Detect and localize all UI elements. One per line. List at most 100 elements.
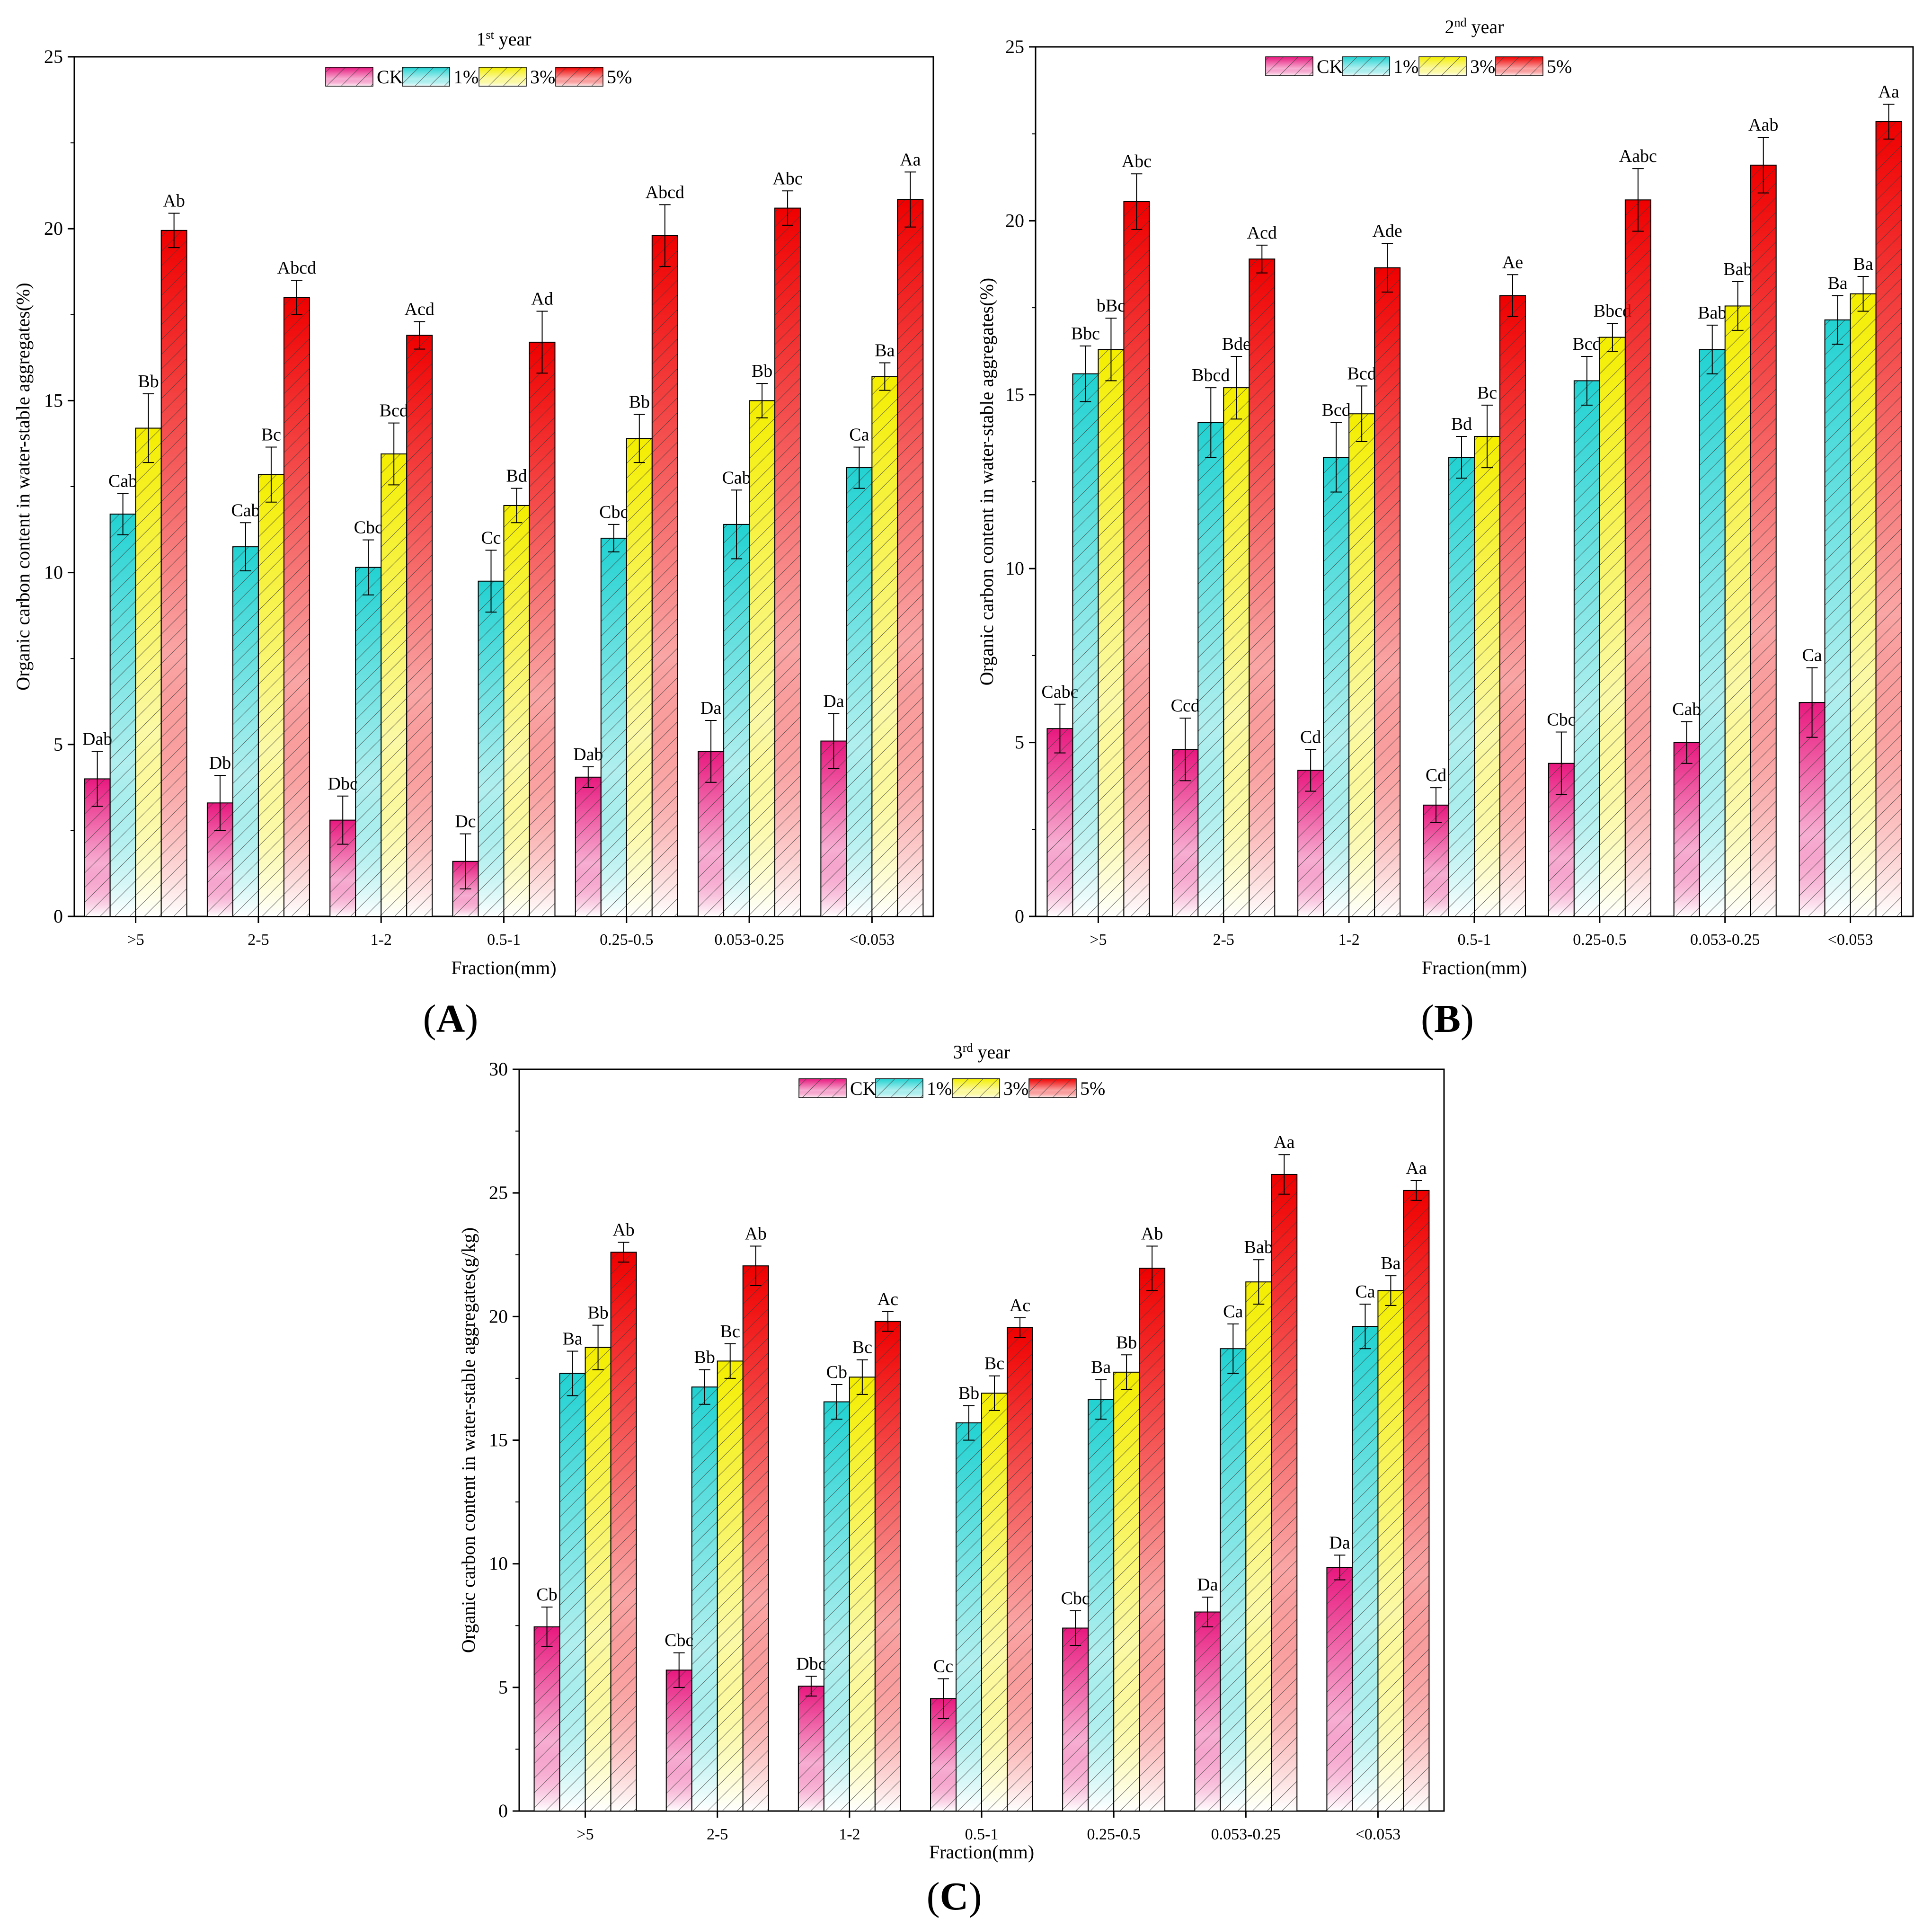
legend-swatch-hatch-1p [402,67,450,87]
bar-hatch-1p [1824,319,1851,917]
bar-hatch-5p [897,199,924,917]
significance-label: Cab [108,471,137,491]
x-tick-label: 2-5 [707,1826,728,1843]
bar-hatch-5p [1624,199,1651,917]
significance-label: Bcd [1322,400,1351,420]
significance-label: Bcd [1347,364,1376,383]
x-tick-label: 1-2 [371,931,392,949]
x-tick-label: <0.053 [1356,1826,1401,1843]
significance-label: Cd [1426,765,1446,785]
significance-label: Bbcd [1192,365,1230,385]
bar-hatch-1p [723,524,750,917]
significance-label: Ac [1010,1296,1030,1315]
significance-label: Bb [1116,1332,1137,1352]
bar-hatch-1p [1197,422,1224,917]
significance-label: Bab [1698,303,1727,323]
bar-hatch-3p [503,505,530,917]
significance-label: Dbc [328,774,358,794]
legend-label: 3% [1003,1078,1028,1099]
y-tick-label: 20 [1005,210,1024,231]
significance-label: Ca [1802,646,1822,666]
bar-hatch-5p [1499,295,1526,917]
bar-hatch-1p [823,1401,850,1812]
bar-hatch-3p [1113,1371,1140,1812]
significance-label: Ab [612,1220,634,1240]
bar-hatch-CK [1799,702,1826,917]
x-tick-label: 0.5-1 [487,931,521,949]
legend-swatch-hatch-3p [1418,56,1467,76]
significance-label: Cbc [354,518,383,538]
legend-swatch-hatch-5p [1495,56,1543,76]
legend: CK 1% 3% 5% [798,1078,1105,1099]
legend: CK 1% 3% 5% [325,66,632,88]
legend-swatch-hatch-1p [875,1078,923,1098]
significance-label: Ca [849,425,869,444]
significance-label: Cbc [599,502,628,522]
bar-hatch-3p [585,1347,612,1812]
significance-label: Bc [720,1322,740,1341]
significance-label: Dbc [796,1654,826,1674]
bar-hatch-1p [478,580,505,917]
significance-label: Ba [875,340,895,360]
y-tick-label: 0 [1015,906,1024,927]
legend-swatch-hatch-5p [555,67,603,87]
bar-hatch-3p [1474,435,1500,917]
x-tick-label: 0.25-0.5 [1573,931,1626,949]
x-tick-label: <0.053 [1828,931,1873,949]
significance-label: Cb [826,1362,847,1382]
significance-label: Cbc [1547,710,1576,730]
bar-hatch-3p [1377,1290,1404,1812]
significance-label: Dab [82,729,112,749]
legend-label: 5% [1080,1078,1105,1099]
bar-hatch-1p [1699,349,1726,917]
bar-hatch-5p [610,1252,637,1812]
significance-label: Aab [1748,115,1778,135]
bar-hatch-5p [283,297,310,917]
significance-label: Ccd [1171,696,1200,716]
chart-panel-3: 3rd year 0 5 10 15 20 25 30 Organic carbon conte… [458,1041,1445,1918]
bar-hatch-3p [1223,387,1250,917]
x-tick-label: >5 [127,931,144,949]
significance-label: Abcd [646,182,684,202]
chart-panel-1: 1st year 0 5 10 15 20 25 Organic carbon content… [12,28,934,1041]
significance-label: Bc [984,1354,1004,1374]
bar-hatch-3p [849,1376,876,1812]
x-tick-label: 0.5-1 [965,1826,999,1843]
significance-label: Bd [506,466,527,486]
significance-label: Cbc [665,1631,693,1651]
bar-hatch-3p [257,474,284,917]
significance-label: Acd [1247,223,1277,243]
significance-label: Da [700,698,721,718]
legend-swatch-hatch-3p [479,67,527,87]
legend-label: 3% [1470,56,1495,77]
significance-label: Ca [1223,1302,1243,1322]
legend-swatch-hatch-CK [1265,56,1313,76]
bar-hatch-5p [742,1265,769,1812]
bar-hatch-3p [381,453,408,917]
legend-label: 1% [453,66,479,88]
legend-label: 5% [607,66,632,88]
bar-hatch-5p [1271,1173,1298,1812]
significance-label: Bb [958,1383,979,1403]
bar-hatch-1p [1220,1348,1247,1812]
significance-label: Dab [573,745,603,764]
significance-label: Ac [877,1289,898,1309]
significance-label: Aa [1406,1158,1427,1178]
significance-label: bBc [1097,296,1126,316]
bar-hatch-3p [1098,349,1125,917]
bar-hatch-3p [1599,337,1626,917]
x-axis-label: Fraction(mm) [929,1841,1034,1863]
bar-hatch-5p [874,1321,901,1812]
y-tick-label: 25 [44,46,63,67]
significance-label: Bbc [1071,324,1100,344]
significance-label: Cab [231,500,260,520]
significance-label: Da [1197,1575,1218,1595]
bar-hatch-3p [717,1360,744,1812]
bar-hatch-5p [1374,267,1401,917]
y-tick-label: 10 [44,562,63,583]
chart-title: 3rd year [953,1041,1010,1063]
bar-hatch-3p [871,376,898,917]
significance-label: Ab [744,1224,766,1243]
panel-label: (C) [927,1874,982,1918]
significance-label: Ade [1372,221,1402,241]
